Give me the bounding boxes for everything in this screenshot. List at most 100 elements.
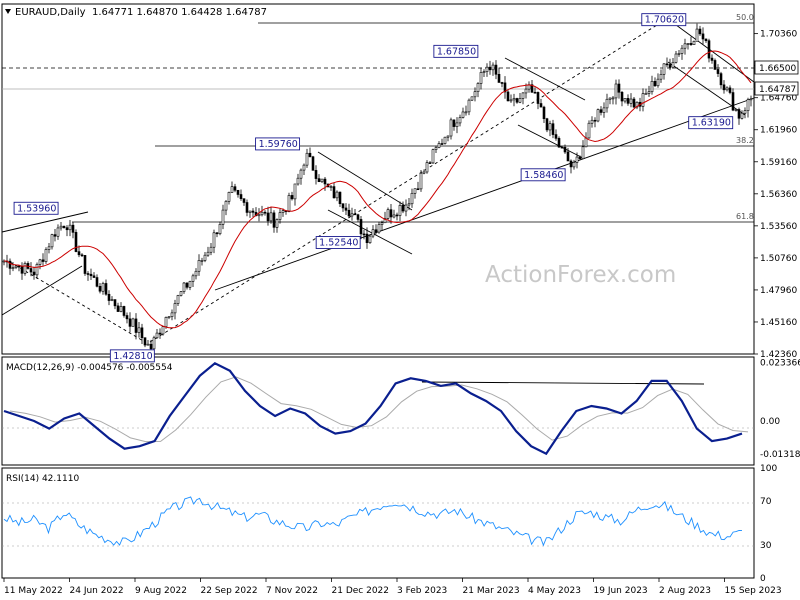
candle xyxy=(281,210,285,213)
price-panel xyxy=(1,3,755,355)
candle xyxy=(11,267,15,269)
annotation-box xyxy=(315,236,361,249)
candle xyxy=(131,318,135,327)
macd-signal-line xyxy=(9,376,749,443)
candle xyxy=(236,189,240,195)
annotation-label: 1.63190 xyxy=(692,118,731,129)
candle xyxy=(482,71,486,73)
candle xyxy=(515,98,519,103)
candle xyxy=(590,119,594,124)
candle xyxy=(350,213,354,217)
candle xyxy=(506,91,510,102)
annotation-box xyxy=(255,137,301,151)
annotation-label: 1.58460 xyxy=(524,170,563,181)
candle xyxy=(8,260,12,269)
candle xyxy=(575,156,579,163)
trendline xyxy=(504,57,586,101)
fib-level-label: 50.0 xyxy=(736,13,754,22)
date-axis: 11 May 2022 24 Jun 2022 9 Aug 2022 22 Sep 2… xyxy=(3,578,782,596)
candle xyxy=(428,162,432,164)
candle xyxy=(386,209,390,219)
candle xyxy=(47,246,51,250)
candle xyxy=(599,109,603,113)
price-tick-label: 1.59160 xyxy=(760,158,797,168)
candle xyxy=(44,249,48,262)
candle xyxy=(728,87,732,93)
candle xyxy=(296,177,300,185)
candle xyxy=(605,98,609,109)
candle xyxy=(329,186,333,188)
candle xyxy=(422,171,426,174)
candle xyxy=(503,82,507,93)
candle xyxy=(665,63,669,66)
price-tick-label: 1.50760 xyxy=(760,254,797,264)
candle xyxy=(347,209,351,217)
candle xyxy=(536,92,540,104)
candle xyxy=(293,183,297,200)
candle xyxy=(416,188,420,191)
candle xyxy=(167,316,171,318)
dropdown-triangle-icon[interactable] xyxy=(5,9,11,14)
candle xyxy=(362,233,366,236)
date-tick-label: 9 Aug 2022 xyxy=(135,586,187,596)
candle xyxy=(602,107,606,113)
candle xyxy=(611,97,615,100)
candle xyxy=(317,178,321,183)
candle xyxy=(383,218,387,224)
candle xyxy=(80,254,84,257)
annotation-label: 1.52540 xyxy=(319,238,358,249)
candle xyxy=(290,195,294,200)
candle xyxy=(395,214,399,217)
candle xyxy=(452,119,456,127)
moving-average-line xyxy=(3,50,752,329)
rsi-tick-label: 30 xyxy=(760,541,772,551)
candle xyxy=(542,106,546,119)
candle xyxy=(338,191,342,204)
candle xyxy=(458,117,462,124)
candle xyxy=(110,299,114,301)
candle xyxy=(443,136,447,144)
candle xyxy=(698,28,702,35)
symbol-label: EURAUD,Daily xyxy=(15,7,86,18)
date-tick-label: 3 Feb 2023 xyxy=(397,586,447,596)
candle xyxy=(137,327,141,333)
candle xyxy=(413,188,417,194)
candle xyxy=(449,119,453,137)
candle xyxy=(569,160,573,168)
price-tick-label: 1.70360 xyxy=(760,30,797,40)
candle xyxy=(701,33,705,40)
candle xyxy=(518,98,522,103)
candle xyxy=(266,212,270,222)
candle xyxy=(488,66,492,71)
candle xyxy=(53,234,57,237)
candle xyxy=(731,92,735,111)
price-tick-label: 1.45160 xyxy=(760,318,797,328)
macd-tick-label: 0.023366 xyxy=(760,358,800,368)
trendline xyxy=(1,211,89,233)
candle xyxy=(35,264,39,276)
candle xyxy=(566,151,570,162)
candle xyxy=(230,186,234,193)
candle xyxy=(455,122,459,127)
candle xyxy=(260,211,264,216)
candle xyxy=(116,305,120,312)
candle xyxy=(404,204,408,212)
date-tick-label: 24 Jun 2022 xyxy=(70,586,124,596)
candle xyxy=(641,93,645,107)
fib-level-label: 61.8 xyxy=(736,212,754,221)
candle xyxy=(494,64,498,75)
candles xyxy=(2,23,753,356)
price-tick-label: 1.56360 xyxy=(760,190,797,200)
candle xyxy=(302,164,306,171)
candle xyxy=(419,172,423,190)
candle xyxy=(89,273,93,277)
date-tick-label: 19 Jun 2023 xyxy=(594,586,648,596)
candle xyxy=(155,332,159,339)
candle xyxy=(20,266,24,274)
candle xyxy=(512,98,516,101)
candle xyxy=(206,251,210,256)
candle xyxy=(59,225,63,229)
candle xyxy=(539,103,543,108)
watermark: ActionForex.com xyxy=(485,262,676,288)
candle xyxy=(623,98,627,102)
